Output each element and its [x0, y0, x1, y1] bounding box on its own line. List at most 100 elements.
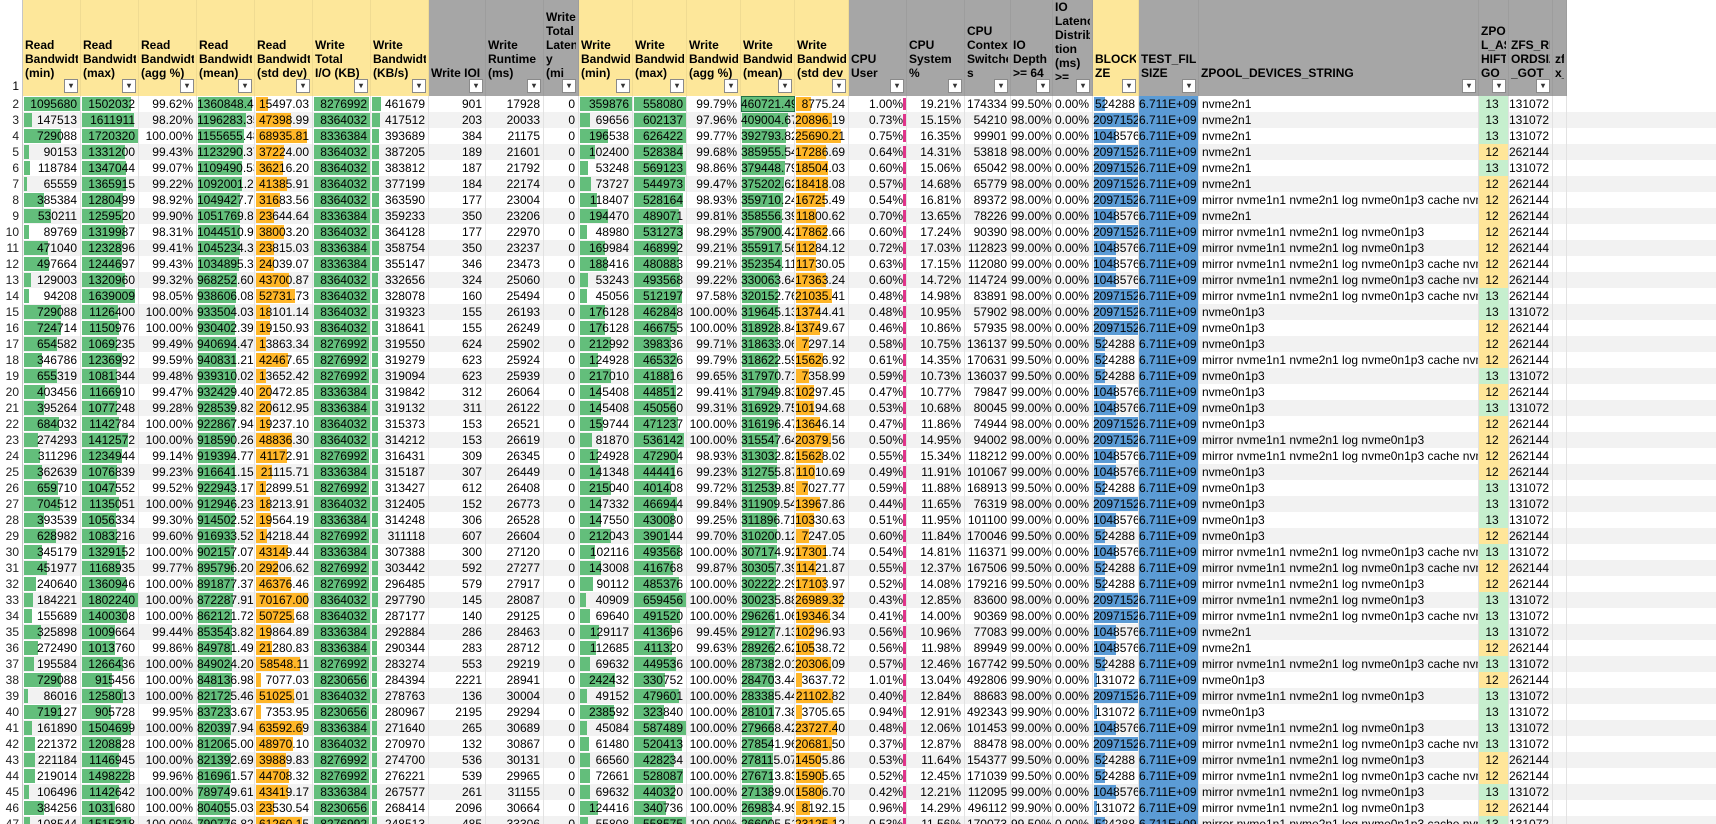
table-cell[interactable]: 102400: [579, 144, 633, 160]
table-cell[interactable]: 6.711E+09: [1139, 480, 1199, 496]
table-cell[interactable]: 2195: [429, 704, 486, 720]
table-cell[interactable]: 328078: [371, 288, 429, 304]
table-row[interactable]: 32 240640 1360946 100.00% 891877.37 46376.46 8…: [0, 576, 1716, 592]
table-cell[interactable]: 313032.82: [741, 448, 795, 464]
table-cell[interactable]: 872287.91: [197, 592, 255, 608]
table-cell[interactable]: 30689: [486, 720, 544, 736]
table-cell[interactable]: 100.00%: [687, 704, 741, 720]
table-cell[interactable]: 6.711E+09: [1139, 256, 1199, 272]
table-cell[interactable]: 99.30%: [139, 512, 197, 528]
table-cell[interactable]: [1553, 656, 1567, 672]
table-cell[interactable]: nvme2n1: [1199, 640, 1479, 656]
table-cell[interactable]: 72661: [579, 768, 633, 784]
table-cell[interactable]: 13967.86: [795, 496, 849, 512]
column-header[interactable]: Read Bandwidth (mean)▾: [197, 0, 255, 96]
table-cell[interactable]: 12: [1479, 432, 1509, 448]
table-cell[interactable]: 19346.34: [795, 608, 849, 624]
table-cell[interactable]: 145: [429, 592, 486, 608]
table-cell[interactable]: 485376: [633, 576, 687, 592]
table-cell[interactable]: 0.49%: [849, 464, 907, 480]
filter-dropdown-icon[interactable]: ▾: [670, 79, 684, 93]
table-cell[interactable]: 607: [429, 528, 486, 544]
table-cell[interactable]: 10.73%: [907, 368, 965, 384]
table-cell[interactable]: 448512: [633, 384, 687, 400]
column-header[interactable]: IO Latency Distribu tion (ms) >= 2000▾: [1053, 0, 1093, 96]
table-cell[interactable]: 922943.17: [197, 480, 255, 496]
column-header[interactable]: BLOCK_SI ZE▾: [1093, 0, 1139, 96]
table-cell[interactable]: [1553, 672, 1567, 688]
table-cell[interactable]: 0.00%: [1053, 256, 1093, 272]
table-cell[interactable]: 129003: [23, 272, 81, 288]
table-cell[interactable]: mirror nvme1n1 nvme2n1 log nvme0n1p3 cac…: [1199, 768, 1479, 784]
table-cell[interactable]: 849781.49: [197, 640, 255, 656]
table-cell[interactable]: 8775.24: [795, 96, 849, 112]
table-cell[interactable]: 493568: [633, 544, 687, 560]
table-cell[interactable]: 7297.14: [795, 336, 849, 352]
table-cell[interactable]: 0: [544, 240, 579, 256]
table-cell[interactable]: 141348: [579, 464, 633, 480]
table-cell[interactable]: 69632: [579, 656, 633, 672]
table-cell[interactable]: 0.61%: [849, 352, 907, 368]
table-cell[interactable]: 0.55%: [849, 560, 907, 576]
table-cell[interactable]: 50725.68: [255, 608, 313, 624]
table-cell[interactable]: 291277.13: [741, 624, 795, 640]
table-cell[interactable]: 212992: [579, 336, 633, 352]
table-row[interactable]: 39 86016 1258013 100.00% 821725.46 51025.01 83…: [0, 688, 1716, 704]
table-cell[interactable]: 466755: [633, 320, 687, 336]
table-cell[interactable]: 0: [544, 512, 579, 528]
table-cell[interactable]: 281017.38: [741, 704, 795, 720]
table-cell[interactable]: 940694.47: [197, 336, 255, 352]
column-header[interactable]: Write Bandwidth (mean)▾: [741, 0, 795, 96]
table-cell[interactable]: nvme0n1p3: [1199, 304, 1479, 320]
table-cell[interactable]: 278763: [371, 688, 429, 704]
table-cell[interactable]: 14.98%: [907, 288, 965, 304]
table-cell[interactable]: 1047552: [81, 480, 139, 496]
table-cell[interactable]: mirror nvme1n1 nvme2n1 log nvme0n1p3 cac…: [1199, 816, 1479, 824]
table-cell[interactable]: 2097152: [1093, 160, 1139, 176]
table-cell[interactable]: 100.00%: [139, 576, 197, 592]
table-cell[interactable]: 303442: [371, 560, 429, 576]
table-cell[interactable]: 1329152: [81, 544, 139, 560]
table-cell[interactable]: 283274: [371, 656, 429, 672]
table-cell[interactable]: 296485: [371, 576, 429, 592]
table-cell[interactable]: 70167.00: [255, 592, 313, 608]
table-cell[interactable]: 219014: [23, 768, 81, 784]
filter-dropdown-icon[interactable]: ▾: [1036, 79, 1050, 93]
table-cell[interactable]: 100.00%: [687, 432, 741, 448]
table-cell[interactable]: 0: [544, 752, 579, 768]
table-cell[interactable]: 0: [544, 672, 579, 688]
table-cell[interactable]: 928539.82: [197, 400, 255, 416]
table-cell[interactable]: 2097152: [1093, 288, 1139, 304]
table-cell[interactable]: 0.53%: [849, 816, 907, 824]
table-cell[interactable]: 8192.15: [795, 800, 849, 816]
table-cell[interactable]: 100.00%: [139, 320, 197, 336]
row-number[interactable]: 36: [0, 640, 23, 656]
table-cell[interactable]: 262144: [1509, 464, 1553, 480]
row-number[interactable]: 24: [0, 448, 23, 464]
table-cell[interactable]: 311896.71: [741, 512, 795, 528]
table-cell[interactable]: 0: [544, 320, 579, 336]
table-cell[interactable]: 1048576: [1093, 640, 1139, 656]
table-cell[interactable]: 48980: [579, 224, 633, 240]
table-cell[interactable]: 99.77%: [139, 560, 197, 576]
filter-dropdown-icon[interactable]: ▾: [1076, 79, 1090, 93]
table-cell[interactable]: 26345: [486, 448, 544, 464]
table-cell[interactable]: mirror nvme1n1 nvme2n1 log nvme0n1p3: [1199, 784, 1479, 800]
table-cell[interactable]: 12: [1479, 208, 1509, 224]
table-row[interactable]: 36 272490 1013760 99.86% 849781.49 21280.83 83…: [0, 640, 1716, 656]
table-row[interactable]: 31 451977 1168935 99.77% 895796.20 29206.62 82…: [0, 560, 1716, 576]
table-cell[interactable]: 655319: [23, 368, 81, 384]
table-cell[interactable]: 0: [544, 784, 579, 800]
table-cell[interactable]: 170046: [965, 528, 1011, 544]
table-cell[interactable]: 26528: [486, 512, 544, 528]
table-cell[interactable]: 8364032: [313, 288, 371, 304]
table-cell[interactable]: 124928: [579, 352, 633, 368]
table-cell[interactable]: [1553, 464, 1567, 480]
table-cell[interactable]: 0.56%: [849, 640, 907, 656]
filter-dropdown-icon[interactable]: ▾: [122, 79, 136, 93]
table-cell[interactable]: 83600: [965, 592, 1011, 608]
table-cell[interactable]: 6.711E+09: [1139, 592, 1199, 608]
table-cell[interactable]: 24039.07: [255, 256, 313, 272]
table-cell[interactable]: 15497.03: [255, 96, 313, 112]
table-cell[interactable]: 940831.21: [197, 352, 255, 368]
